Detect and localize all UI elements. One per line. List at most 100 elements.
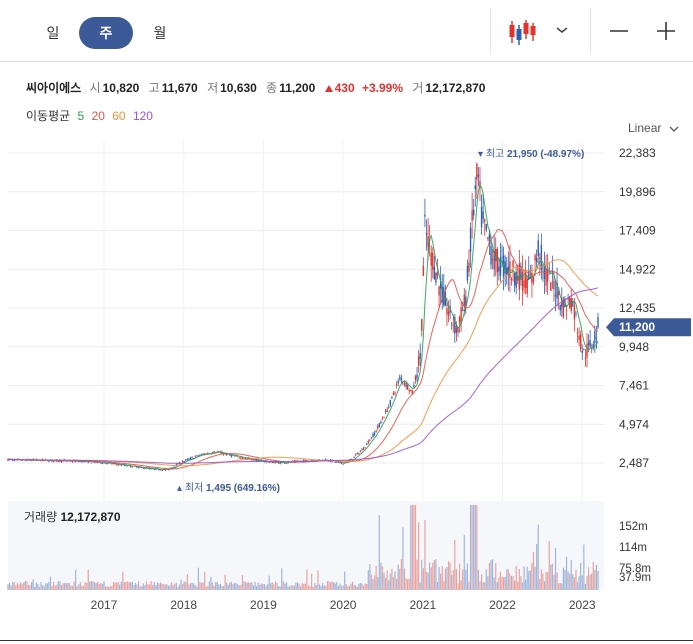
volume-bar [188, 584, 190, 590]
candle-body [534, 255, 536, 261]
volume-bar [158, 583, 160, 590]
candle-body [391, 396, 393, 398]
candle-body [403, 383, 406, 385]
candle-body [504, 261, 506, 274]
candle-body [199, 454, 201, 456]
volume-bar [16, 582, 19, 590]
plus-icon[interactable] [653, 18, 679, 44]
ma-20-label[interactable]: 20 [91, 109, 105, 123]
volume-bar [204, 571, 206, 590]
volume-bar [112, 581, 115, 590]
candle-body [438, 286, 440, 296]
volume-bar [554, 548, 557, 590]
volume-bar [287, 586, 289, 590]
candlestick-icon[interactable] [507, 17, 537, 47]
volume-bar [396, 578, 398, 590]
volume-bar [166, 584, 168, 590]
volume-bar [525, 579, 527, 590]
candle-body [422, 265, 425, 276]
volume-bar [309, 586, 311, 590]
volume-bar [320, 586, 322, 590]
candle-body [523, 280, 525, 288]
candle-body [469, 227, 472, 252]
ma-5-label[interactable]: 5 [77, 109, 85, 123]
volume-bar [479, 581, 481, 590]
volume-axis-label: 152m [619, 521, 648, 533]
volume-bar [539, 578, 541, 590]
volume-bar [421, 559, 423, 590]
candle-body [535, 257, 538, 263]
candle-body [172, 466, 174, 468]
volume-bar [501, 576, 503, 590]
scale-selector[interactable]: Linear [628, 121, 679, 135]
candle-body [501, 256, 503, 258]
candle-body [461, 309, 464, 312]
candle-body [540, 244, 543, 271]
volume-bar [575, 569, 577, 590]
candle-body [377, 426, 379, 429]
candle-body [524, 272, 527, 289]
volume-bar [342, 585, 344, 590]
volume-bar [76, 586, 78, 590]
volume-bar [224, 574, 226, 590]
candle-body [414, 376, 417, 381]
volume-bar [562, 567, 564, 590]
minus-icon[interactable] [606, 18, 632, 44]
volume-bar [68, 583, 70, 590]
candle-body [496, 248, 499, 273]
volume-bar [34, 586, 36, 590]
candle-body [447, 311, 450, 316]
volume-bar [246, 582, 248, 590]
volume-bar [317, 570, 319, 590]
volume-bar [359, 583, 362, 590]
volume-axis-label: 114m [619, 542, 647, 554]
volume-bar [237, 583, 239, 590]
volume-bar [222, 586, 225, 590]
candle-body [342, 463, 344, 465]
volume-bar [31, 582, 33, 590]
volume-bar [92, 581, 94, 590]
volume-bar [304, 583, 306, 590]
volume-bar [350, 583, 352, 590]
candle-body [378, 423, 381, 427]
volume-bar [594, 570, 596, 590]
volume-bar [208, 581, 210, 590]
volume-bar [583, 544, 585, 590]
candle-body [554, 294, 557, 297]
volume-bar [219, 584, 221, 590]
candle-body [358, 453, 360, 455]
volume-bar [430, 567, 432, 590]
candle-body [240, 457, 242, 459]
candle-body [369, 440, 371, 442]
volume-bar [411, 505, 413, 590]
candle-body [246, 458, 248, 460]
candle-body [578, 335, 580, 340]
volume-bar [362, 585, 365, 590]
volume-bar [438, 566, 440, 590]
candle-body [419, 352, 421, 359]
volume-bar [580, 563, 582, 590]
ma-60-label[interactable]: 60 [112, 109, 126, 123]
ma-120-label[interactable]: 120 [132, 109, 153, 123]
volume-bar [509, 573, 511, 590]
candle-body [433, 266, 436, 279]
volume-bar [337, 585, 339, 590]
tab-daily[interactable]: 일 [46, 25, 60, 41]
volume-bar [255, 586, 258, 590]
candle-body [515, 271, 517, 288]
stock-name: 씨아이에스 [26, 81, 82, 95]
chevron-down-icon[interactable] [552, 20, 572, 40]
volume-bar [339, 583, 341, 590]
tab-weekly[interactable]: 주 [79, 17, 133, 49]
volume-bar [229, 582, 231, 590]
candle-body [174, 466, 176, 468]
candle-body [271, 461, 274, 463]
volume-bar [211, 582, 214, 590]
candle-body [375, 430, 377, 432]
candle-body [159, 469, 162, 471]
price-chart[interactable]: 2,487 4,974 7,461 9,948 12,435 14,922 17,409 19… [0, 140, 693, 640]
volume-bar [510, 575, 513, 590]
tab-monthly[interactable]: 월 [153, 25, 167, 41]
close-label: 종 [266, 81, 278, 95]
candle-body [177, 463, 179, 465]
